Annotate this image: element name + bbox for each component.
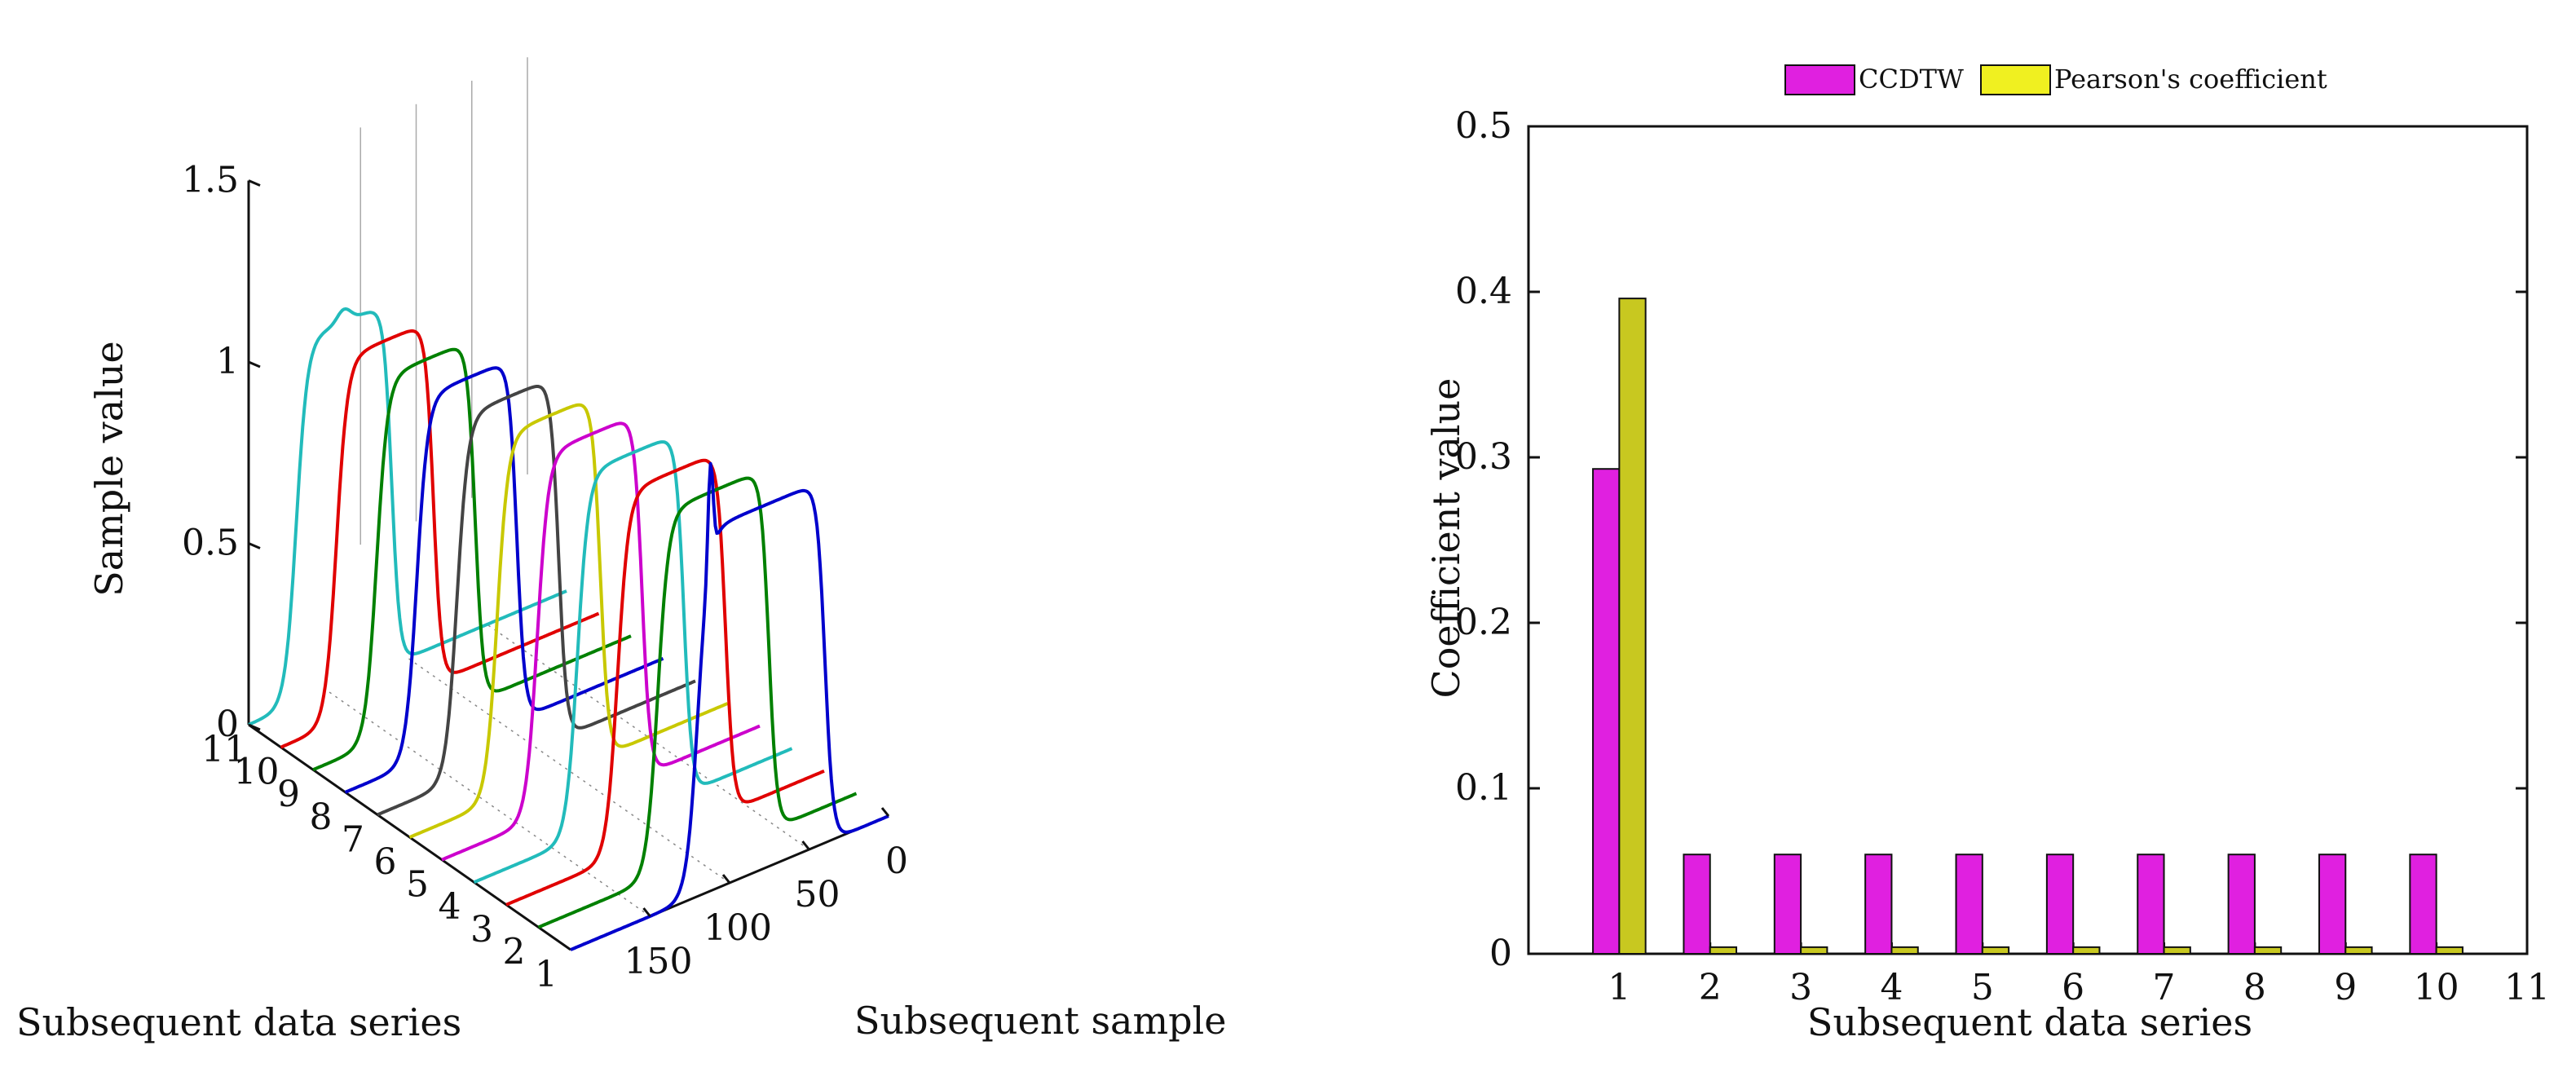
bar-pearson-5	[1981, 946, 2010, 955]
z-tick-mark	[248, 179, 261, 187]
bar-y-axis-label: Coefficient value	[1424, 378, 1468, 699]
plot-frame	[1527, 125, 2529, 955]
series-tick-label: 9	[277, 774, 300, 815]
bar-pearson-4	[1890, 946, 1919, 955]
series-line-1	[570, 461, 889, 951]
x-tick-label: 4	[1880, 967, 1903, 1008]
x-tick-label: 8	[2243, 967, 2266, 1008]
y-tick-label: 0.1	[1455, 767, 1512, 809]
series-line-10	[280, 329, 600, 749]
bar-ccdtw-9	[2318, 854, 2347, 955]
bar-ccdtw-3	[1773, 854, 1802, 955]
series-tick-label: 4	[439, 886, 461, 928]
x-tick-label: 5	[1971, 967, 1994, 1008]
series-tick-label: 7	[342, 818, 364, 860]
waterfall-series-axis-label: Subsequent data series	[16, 1000, 461, 1044]
sample-tick-mark	[880, 807, 890, 817]
bar-pearson-2	[1709, 946, 1738, 955]
bar-chart: 0 0.1 0.2 0.3 0.4 0.5 1 2 3 4 5 6 7 8 9 10 11 CCDTW Pea…	[1424, 64, 2550, 1044]
sample-tick-label: 150	[624, 941, 693, 982]
series-line-3	[505, 458, 825, 907]
bar-pearson-3	[1800, 946, 1828, 955]
series-line-7	[377, 385, 696, 817]
bar-ccdtw-10	[2409, 854, 2437, 955]
x-tick-label: 3	[1789, 967, 1812, 1008]
z-tick-mark	[248, 542, 261, 549]
series-tick-label: 5	[406, 864, 429, 906]
bar-pearson-9	[2344, 946, 2373, 955]
z-tick-label: 0.5	[182, 523, 239, 564]
z-tick-mark	[248, 360, 261, 368]
bar-y-ticks: 0 0.1 0.2 0.3 0.4 0.5	[1455, 105, 2527, 974]
bar-ccdtw-1	[1592, 468, 1621, 955]
bar-x-ticks: 1 2 3 4 5 6 7 8 9 10 11	[1608, 942, 2550, 1008]
sample-tick-label: 100	[704, 907, 772, 949]
legend-swatch-pearson	[1980, 64, 2051, 95]
x-tick-label: 10	[2414, 967, 2459, 1008]
bar-ccdtw-5	[1955, 854, 1983, 955]
series-tick-label: 11	[201, 729, 247, 770]
z-tick-label: 0	[216, 704, 239, 745]
waterfall-sample-axis-label: Subsequent sample	[854, 999, 1226, 1043]
y-tick-label: 0.4	[1455, 271, 1512, 312]
bar-pearson-6	[2072, 946, 2101, 955]
waterfall-z-axis-label: Sample value	[87, 341, 131, 597]
series-line-2	[537, 476, 858, 929]
bar-ccdtw-4	[1864, 854, 1893, 955]
series-tick-label: 1	[535, 954, 558, 995]
x-tick-label: 6	[2062, 967, 2084, 1008]
y-tick-label: 0.5	[1455, 105, 1512, 147]
sample-tick-mark	[721, 874, 731, 884]
series-line-11	[248, 307, 567, 726]
series-tick-label: 3	[470, 909, 493, 951]
legend: CCDTW Pearson's coefficient	[1784, 64, 2327, 95]
x-tick-label: 7	[2153, 967, 2176, 1008]
z-tick-label: 1	[216, 341, 239, 382]
bar-pearson-1	[1618, 298, 1647, 955]
legend-label-pearson: Pearson's coefficient	[2054, 64, 2327, 95]
z-tick-label: 1.5	[182, 160, 239, 201]
series-tick-label: 6	[374, 841, 397, 883]
bar-pearson-10	[2435, 946, 2464, 955]
series-line-4	[473, 440, 793, 885]
sample-tick-label: 50	[795, 874, 840, 915]
x-tick-label: 11	[2504, 967, 2550, 1008]
bar-ccdtw-7	[2137, 854, 2165, 955]
bar-ccdtw-2	[1683, 854, 1711, 955]
bar-pearson-7	[2163, 946, 2191, 955]
y-tick-label: 0.3	[1455, 436, 1512, 478]
bar-pearson-8	[2253, 946, 2283, 955]
waterfall-series-lines	[248, 307, 889, 951]
legend-swatch-ccdtw	[1784, 64, 1855, 95]
bar-ccdtw-6	[2045, 854, 2075, 955]
y-tick-label: 0	[1489, 933, 1512, 974]
series-tick-label: 8	[310, 796, 333, 838]
bar-x-axis-label: Subsequent data series	[1807, 1000, 2252, 1044]
sample-tick-mark	[642, 907, 651, 917]
series-line-6	[408, 403, 729, 839]
series-tick-label: 2	[503, 931, 526, 973]
z-tick-mark	[248, 723, 261, 731]
series-tick-label: 10	[234, 752, 280, 793]
bar-ccdtw-8	[2227, 854, 2256, 955]
x-tick-label: 2	[1699, 967, 1722, 1008]
legend-label-ccdtw: CCDTW	[1859, 64, 1964, 95]
series-line-5	[441, 421, 761, 862]
series-line-8	[344, 366, 664, 794]
x-tick-label: 9	[2334, 967, 2357, 1008]
y-tick-label: 0.2	[1455, 602, 1512, 643]
sample-tick-label: 0	[885, 840, 908, 882]
sample-tick-mark	[801, 840, 810, 850]
bar-series	[1592, 298, 2464, 955]
x-tick-label: 1	[1608, 967, 1630, 1008]
